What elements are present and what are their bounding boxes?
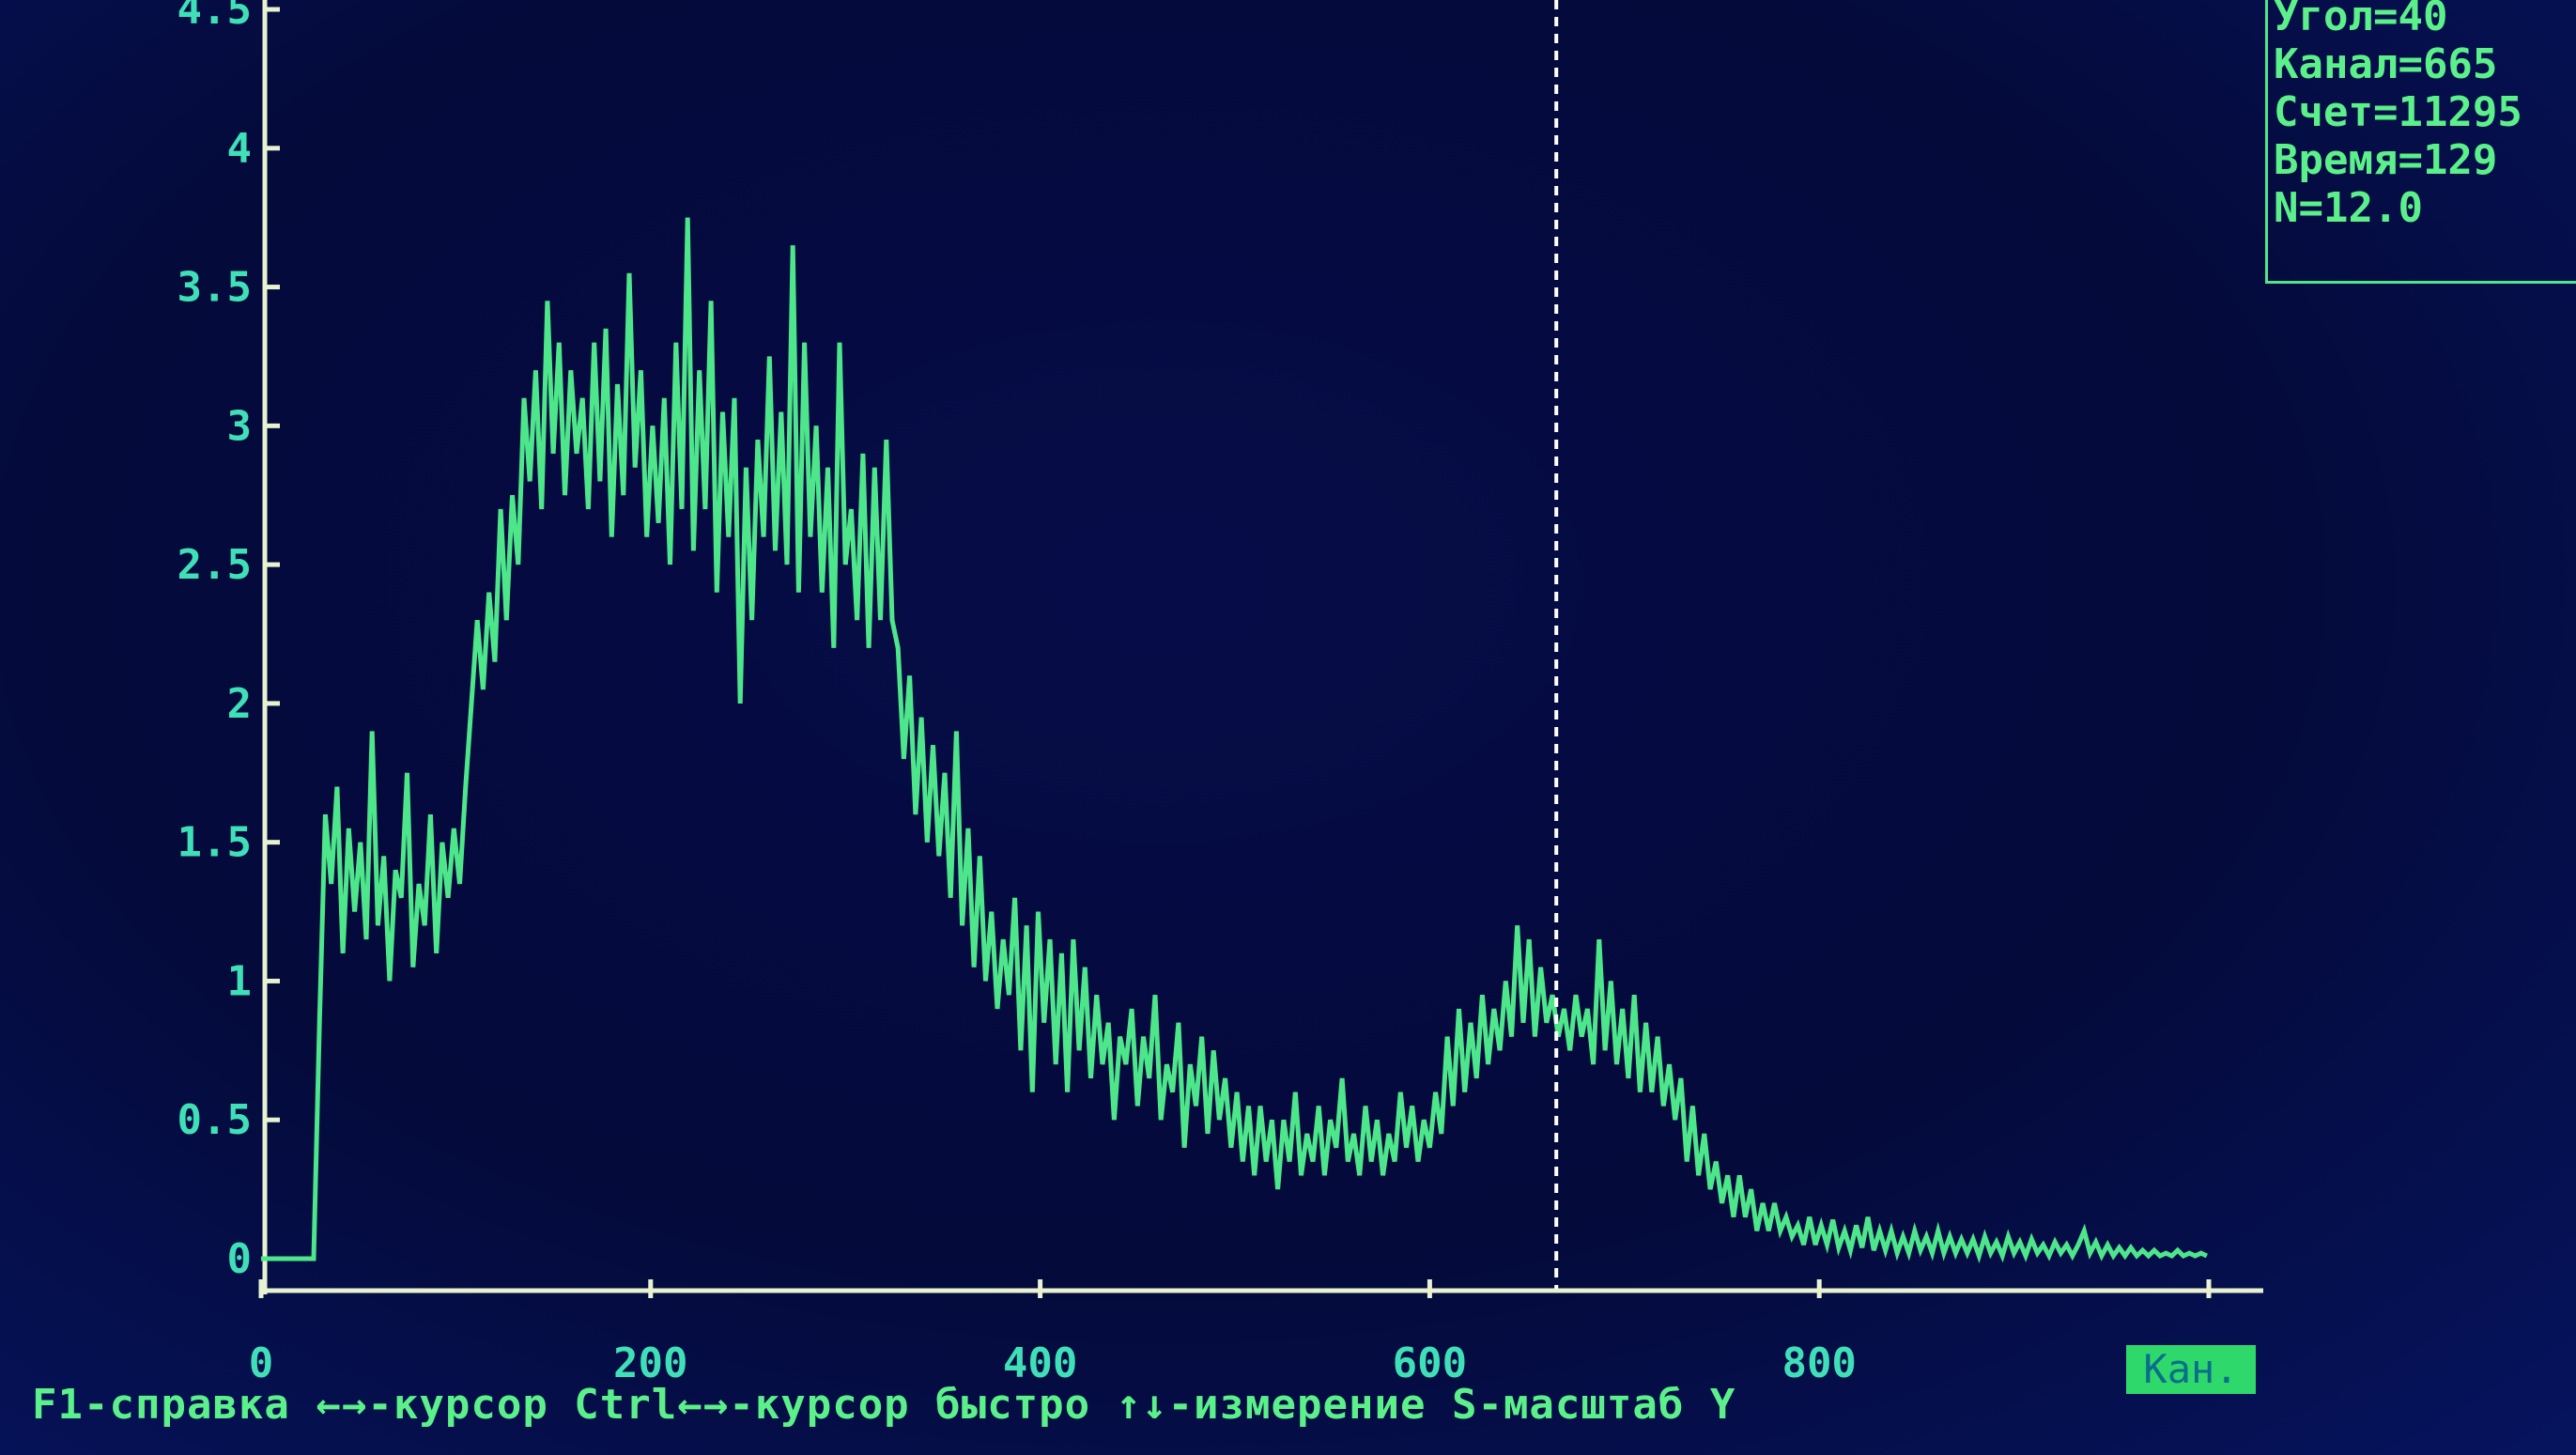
x-tick-label: 400 [1003, 1339, 1077, 1387]
n-readout: N=12.0 [2274, 184, 2423, 232]
y-tick-label: 4.5 [177, 0, 252, 34]
count-readout: Счет=11295 [2274, 88, 2522, 136]
channel-readout: Канал=665 [2274, 40, 2498, 88]
time-readout: Время=129 [2274, 136, 2498, 184]
y-tick-label: 2 [227, 680, 253, 728]
spectrum-series-0 [261, 217, 2208, 1264]
x-units-badge: Кан. [2126, 1345, 2256, 1394]
y-tick-label: 1.5 [177, 819, 252, 867]
y-axis: 0 0.5 1 1.5 2 2.5 3 3.5 4 4.5 [177, 0, 280, 1294]
y-tick-label: 1 [227, 957, 253, 1005]
x-tick-label: 0 [249, 1339, 274, 1387]
status-panel: Угол=40 Канал=665 Счет=11295 Время=129 N… [2265, 0, 2576, 284]
x-axis: 0 200 400 600 800 [249, 1279, 2263, 1387]
y-tick-label: 4 [227, 125, 253, 173]
key-help-bar: F1-справка ←→-курсор Ctrl←→-курсор быстр… [32, 1381, 1736, 1429]
y-tick-label: 0.5 [177, 1096, 252, 1144]
spectrum-trace [261, 217, 2208, 1264]
y-tick-label: 3.5 [177, 264, 252, 312]
angle-readout: Угол=40 [2274, 0, 2448, 40]
x-tick-label: 800 [1782, 1339, 1856, 1387]
y-tick-label: 2.5 [177, 541, 252, 589]
x-tick-label: 600 [1393, 1339, 1467, 1387]
x-tick-label: 200 [613, 1339, 687, 1387]
y-tick-label: 0 [227, 1235, 253, 1283]
y-tick-label: 3 [227, 402, 253, 450]
